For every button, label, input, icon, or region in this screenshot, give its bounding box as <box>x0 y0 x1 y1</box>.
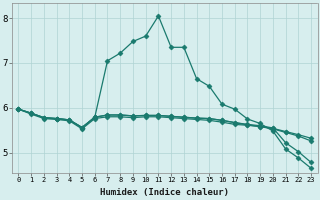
X-axis label: Humidex (Indice chaleur): Humidex (Indice chaleur) <box>100 188 229 197</box>
